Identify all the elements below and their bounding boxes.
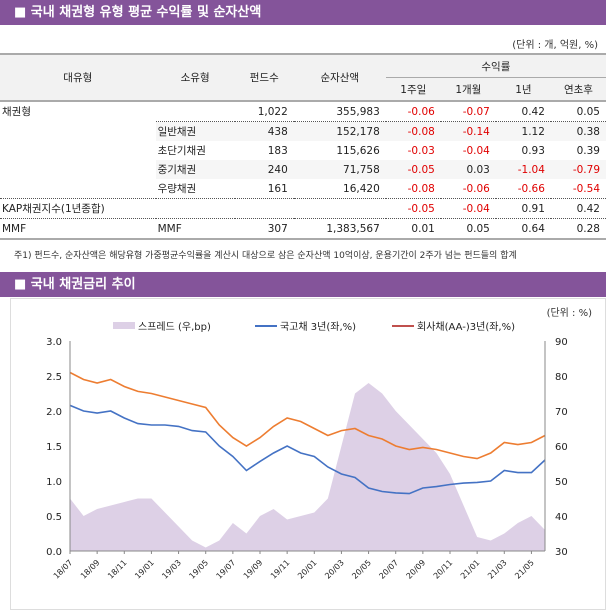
unit-label: (단위 : 개, 억원, %) [512,40,598,51]
legend-swatch-corp [392,324,414,327]
cell-w1: -0.08 [385,121,441,141]
legend-swatch-gov [255,324,277,327]
cell-y1: -0.66 [517,182,545,195]
cell-ytd: 0.39 [576,144,600,157]
cell-y1: 0.64 [495,218,551,239]
cell-y1: 0.42 [521,105,545,118]
cell-m1: -0.14 [440,121,496,141]
cell-major [0,122,156,142]
cell-y1: 0.93 [521,144,545,157]
th-1w: 1주일 [385,77,441,101]
cell-aum: 71,758 [293,160,386,179]
cell-minor [156,101,235,122]
table-row: 채권형 1,022 355,983 -0.06 -0.07 0.42 0.05 [0,101,606,122]
cell-ytd: -0.79 [550,160,606,179]
th-minor: 소유형 [155,54,235,101]
chart-unit-label: (단위 : %) [546,308,592,319]
cell-w1: -0.05 [385,198,441,219]
cell-ytd: 0.42 [550,198,606,219]
chart-frame [10,298,606,610]
cell-w1: -0.05 [385,160,441,179]
table-row: 중기채권 240 71,758 -0.05 0.03 -1.04 -0.79 [0,160,606,179]
cell-major [0,160,156,179]
cell-aum: 355,983 [336,105,380,118]
legend-label: 스프레드 (우,bp) [138,322,211,333]
cell-aum: 152,178 [293,121,386,141]
th-1m: 1개월 [440,77,496,101]
cell-aum: 1,383,567 [293,218,386,239]
cell-funds: 1,022 [257,105,288,118]
cell-ytd: 0.28 [550,218,606,239]
th-aum: 순자산액 [293,54,386,101]
table-row: KAP채권지수(1년종합) -0.05 -0.04 0.91 0.42 [0,198,606,219]
legend-label: 회사채(AA-)3년(좌,%) [417,322,515,333]
cell-minor [155,198,235,219]
cell-y1: 1.12 [495,121,551,141]
cell-major [0,141,156,160]
cell-aum [293,198,386,219]
returns-table: 대유형 소유형 펀드수 순자산액 수익률 1주일 1개월 1년 연초후 채권형 1… [0,53,606,240]
cell-w1: -0.06 [407,105,435,118]
cell-major: KAP채권지수(1년종합) [0,198,156,219]
cell-minor: 초단기채권 [157,145,206,157]
cell-major [0,179,156,199]
cell-m1: -0.04 [462,144,490,157]
th-ytd: 연초후 [550,77,606,101]
cell-m1: -0.04 [440,198,496,219]
legend-gov3y: 국고채 3년(좌,%) [255,318,356,333]
cell-ytd: 0.38 [550,121,606,141]
cell-ytd: -0.54 [572,182,600,195]
legend-spread: 스프레드 (우,bp) [113,318,211,333]
table-row: 초단기채권 183 115,626 -0.03 -0.04 0.93 0.39 [0,141,606,160]
cell-m1: -0.06 [462,182,490,195]
cell-y1: -1.04 [495,160,551,179]
cell-minor: 우량채권 [157,183,197,195]
table-row: 우량채권 161 16,420 -0.08 -0.06 -0.66 -0.54 [0,179,606,199]
cell-major: 채권형 [2,106,31,119]
th-returns: 수익률 [385,54,606,78]
cell-minor: MMF [155,218,235,239]
footnote: 주1) 펀드수, 순자산액은 해당유형 가중평균수익률을 계산시 대상으로 삼은… [14,251,517,261]
cell-funds: 307 [234,218,294,239]
cell-m1: 0.03 [440,160,496,179]
table-row: MMF MMF 307 1,383,567 0.01 0.05 0.64 0.28 [0,218,606,239]
cell-funds: 161 [267,182,288,195]
cell-w1: 0.01 [385,218,441,239]
legend-label: 국고채 3년(좌,%) [280,322,357,333]
section-title-rates: ■ 국내 채권금리 추이 [0,272,606,297]
cell-minor: 중기채권 [155,160,235,179]
legend-corp3y: 회사채(AA-)3년(좌,%) [392,318,515,333]
cell-y1: 0.91 [495,198,551,219]
cell-funds: 183 [267,144,288,157]
section-title-returns: ■ 국내 채권형 유형 평균 수익률 및 순자산액 [0,0,606,25]
cell-minor: 일반채권 [155,121,235,141]
cell-aum: 115,626 [336,144,380,157]
cell-w1: -0.03 [407,144,435,157]
cell-ytd: 0.05 [576,105,600,118]
th-1y: 1년 [495,77,551,101]
th-funds: 펀드수 [234,54,294,101]
cell-funds: 240 [234,160,294,179]
cell-m1: -0.07 [462,105,490,118]
legend-swatch-spread [113,322,135,329]
cell-aum: 16,420 [343,182,380,195]
cell-m1: 0.05 [440,218,496,239]
th-major: 대유형 [0,54,156,101]
cell-major: MMF [0,218,156,239]
cell-funds: 438 [234,121,294,141]
cell-funds [234,198,294,219]
table-row: 일반채권 438 152,178 -0.08 -0.14 1.12 0.38 [0,121,606,142]
cell-w1: -0.08 [407,182,435,195]
